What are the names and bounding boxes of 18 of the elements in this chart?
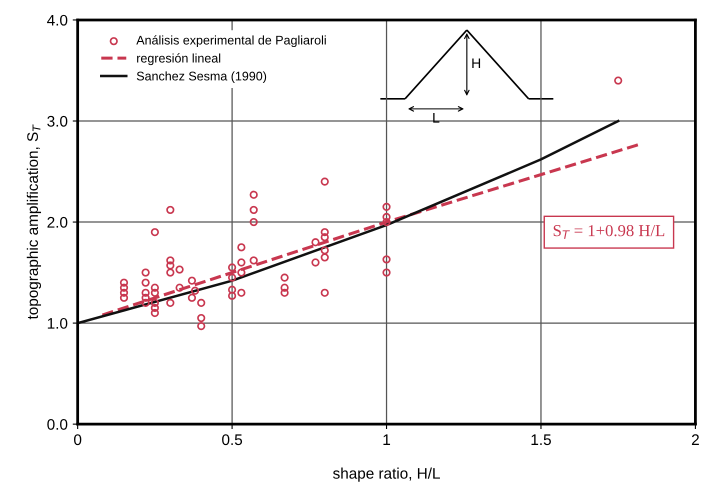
x-tick-label: 0 [74, 434, 82, 446]
annotation: H [472, 58, 480, 68]
y-tick-label: 3.0 [47, 116, 68, 127]
legend-label: Sanchez Sesma (1990) [136, 71, 266, 83]
legend-label: Análisis experimental de Pagliaroli [136, 35, 326, 48]
x-tick-label: 1.5 [532, 434, 551, 446]
y-axis-title: topographic amplification, S$_{T}$ [26, 124, 42, 320]
y-tick-label: 2.0 [47, 216, 68, 228]
x-tick-label: 1 [383, 434, 390, 445]
legend-label: regresión lineal [137, 53, 220, 66]
y-tick-label: 4.0 [47, 14, 68, 26]
x-tick-label: 2 [692, 434, 699, 445]
y-tick-label: 0.0 [47, 419, 68, 430]
x-tick-label: 0.5 [222, 434, 242, 446]
y-tick-label: 1.0 [48, 318, 68, 329]
annotation: L [433, 113, 440, 123]
x-axis-title: shape ratio, H/L [333, 468, 440, 482]
annotation: S$_{T}$ = 1+0.98 H/L [554, 225, 664, 239]
